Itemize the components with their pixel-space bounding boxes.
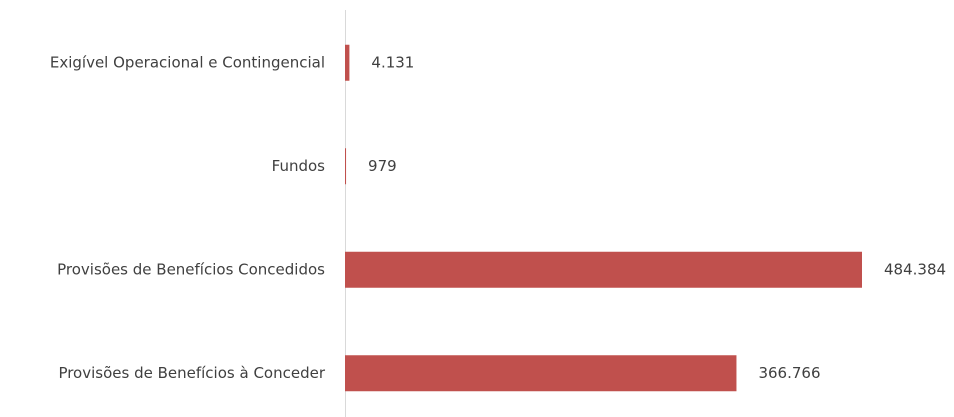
bar: [345, 44, 350, 81]
value-label: 366.766: [758, 364, 820, 382]
bar: [345, 251, 862, 288]
category-label: Fundos: [272, 157, 326, 175]
category-label: Provisões de Benefícios à Conceder: [58, 364, 325, 382]
bar: [345, 355, 737, 392]
value-label: 4.131: [371, 53, 414, 71]
category-label: Provisões de Benefícios Concedidos: [57, 260, 325, 278]
category-label: Exigível Operacional e Contingencial: [50, 53, 325, 71]
bar: [345, 148, 347, 185]
value-label: 484.384: [884, 260, 946, 278]
value-label: 979: [368, 157, 397, 175]
